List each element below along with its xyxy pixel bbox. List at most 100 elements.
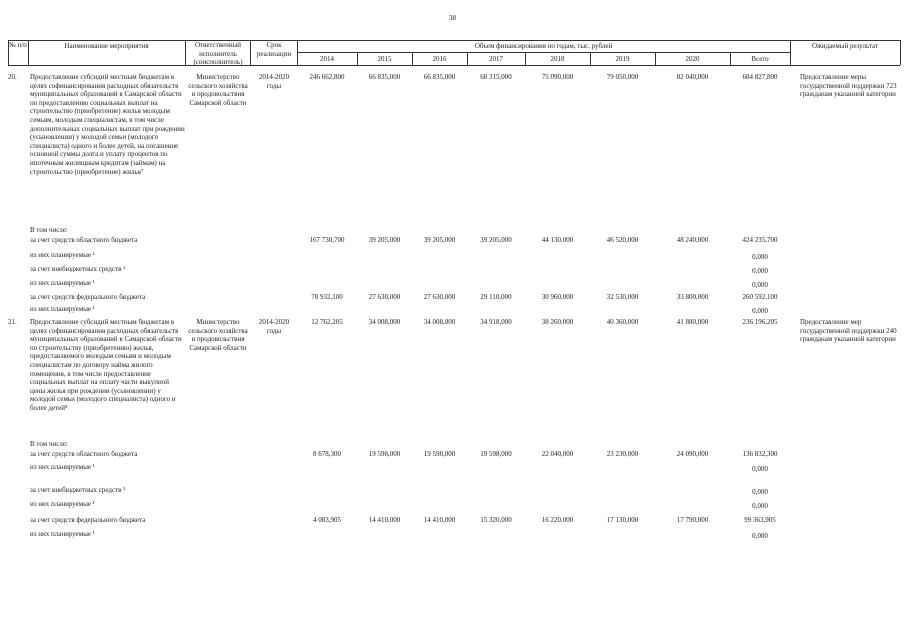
source-value: 260 592,100 (742, 293, 778, 301)
source-value: 39 205,000 (480, 236, 512, 244)
rule (250, 40, 251, 65)
source-value: 19 598,000 (423, 450, 456, 458)
item-value: 12 762,205 (311, 318, 343, 326)
rule (412, 52, 413, 65)
item-value: 75 090,000 (541, 73, 574, 81)
item-term: 2014-2020 годы (258, 318, 290, 335)
source-value: 32 530,000 (606, 293, 639, 301)
source-label: за счет внебюджетных средств ² (30, 486, 126, 494)
item-result: Предоставление меры государственной подд… (800, 73, 897, 99)
source-value: 14 410,000 (423, 516, 456, 524)
source-total: 0,000 (752, 465, 768, 473)
source-value: 39 205,000 (423, 236, 456, 244)
source-total: 0,000 (752, 502, 768, 510)
header-year: 2017 (489, 55, 503, 63)
source-value: 136 832,300 (742, 450, 778, 458)
source-label: из них планируемые ¹ (30, 251, 95, 259)
header-funding: Объем финансирования по годам, тыс. рубл… (474, 42, 613, 50)
source-total: 0,000 (752, 253, 768, 261)
item-value: 66 835,000 (423, 73, 456, 81)
rule (8, 65, 900, 66)
source-value: 27 630,000 (368, 293, 401, 301)
source-label: из них планируемые ¹ (30, 500, 95, 508)
page-number: 38 (449, 14, 456, 22)
source-value: 78 932,100 (311, 293, 343, 301)
header-year: 2019 (615, 55, 630, 63)
source-value: 17 130,000 (606, 516, 639, 524)
source-label: из них планируемые ¹ (30, 279, 95, 287)
item-executor: Министерство сельского хозяйства и продо… (188, 318, 248, 352)
source-label: за счет средств областного бюджета (30, 236, 138, 244)
source-value: 19 598,000 (368, 450, 401, 458)
rule (28, 40, 29, 65)
rule (730, 52, 731, 65)
source-value: 29 110,000 (480, 293, 512, 301)
item-name: Предоставление субсидий местным бюджетам… (30, 73, 185, 176)
rule (525, 52, 526, 65)
header-name: Наименование мероприятия (64, 42, 149, 50)
header-year: 2015 (377, 55, 392, 63)
source-value: 19 598,000 (480, 450, 512, 458)
source-label: за счет средств федерального бюджета (30, 293, 146, 301)
rule (8, 40, 900, 41)
source-value: 23 230,000 (606, 450, 639, 458)
item-executor: Министерство сельского хозяйства и продо… (188, 73, 248, 107)
source-value: 16 220,000 (541, 516, 574, 524)
header-executor: Ответственный исполнитель (соисполнитель… (193, 41, 243, 67)
source-value: 15 320,000 (480, 516, 512, 524)
item-value: 68 315,000 (480, 73, 512, 81)
rule (467, 52, 468, 65)
header-num: № п/п (9, 41, 27, 49)
source-label: из них планируемые ¹ (30, 463, 95, 471)
item-num: 20. (8, 73, 17, 81)
item-value: 684 827,800 (742, 73, 778, 81)
item-value: 79 050,000 (606, 73, 639, 81)
source-value: 22 040,000 (541, 450, 574, 458)
rule (297, 40, 298, 65)
header-year: 2018 (550, 55, 565, 63)
source-total: 0,000 (752, 267, 768, 275)
source-total: 0,000 (752, 307, 768, 315)
including: В том числе: (30, 440, 68, 448)
source-value: 4 083,905 (313, 516, 341, 524)
item-value: 40 360,000 (606, 318, 639, 326)
rule (357, 52, 358, 65)
source-label: из них планируемые ¹ (30, 305, 95, 313)
header-year: 2020 (685, 55, 700, 63)
rule (900, 40, 901, 65)
item-value: 34 008,000 (368, 318, 401, 326)
item-name: Предоставление субсидий местным бюджетам… (30, 318, 182, 412)
source-total: 0,000 (752, 281, 768, 289)
source-total: 0,000 (752, 532, 768, 540)
source-label: за счет средств областного бюджета (30, 450, 138, 458)
header-result: Ожидаемый результат (811, 42, 879, 50)
item-value: 34 008,000 (423, 318, 456, 326)
source-label: за счет внебюджетных средств ² (30, 265, 126, 273)
header-year: 2014 (320, 55, 334, 63)
item-term: 2014-2020 годы (258, 73, 290, 90)
item-result: Предоставление мер государственной подде… (800, 318, 897, 344)
rule (185, 40, 186, 65)
rule (655, 52, 656, 65)
source-value: 99 363,905 (744, 516, 776, 524)
header-term: Срок реализации (256, 41, 292, 58)
including: В том числе: (30, 226, 68, 234)
rule (590, 52, 591, 65)
rule (8, 40, 9, 65)
item-value: 82 040,000 (676, 73, 709, 81)
source-value: 424 235,700 (742, 236, 778, 244)
source-value: 24 090,000 (676, 450, 709, 458)
source-value: 17 790,000 (676, 516, 709, 524)
item-value: 66 835,000 (368, 73, 401, 81)
item-value: 236 196,205 (742, 318, 778, 326)
source-value: 30 960,000 (541, 293, 574, 301)
source-value: 14 410,000 (368, 516, 401, 524)
item-value: 38 260,000 (541, 318, 574, 326)
rule (790, 40, 791, 65)
item-value: 246 662,800 (309, 73, 345, 81)
source-total: 0,000 (752, 488, 768, 496)
source-label: за счет средств федерального бюджета (30, 516, 146, 524)
header-year: Всего (751, 55, 769, 63)
rule (297, 52, 790, 53)
